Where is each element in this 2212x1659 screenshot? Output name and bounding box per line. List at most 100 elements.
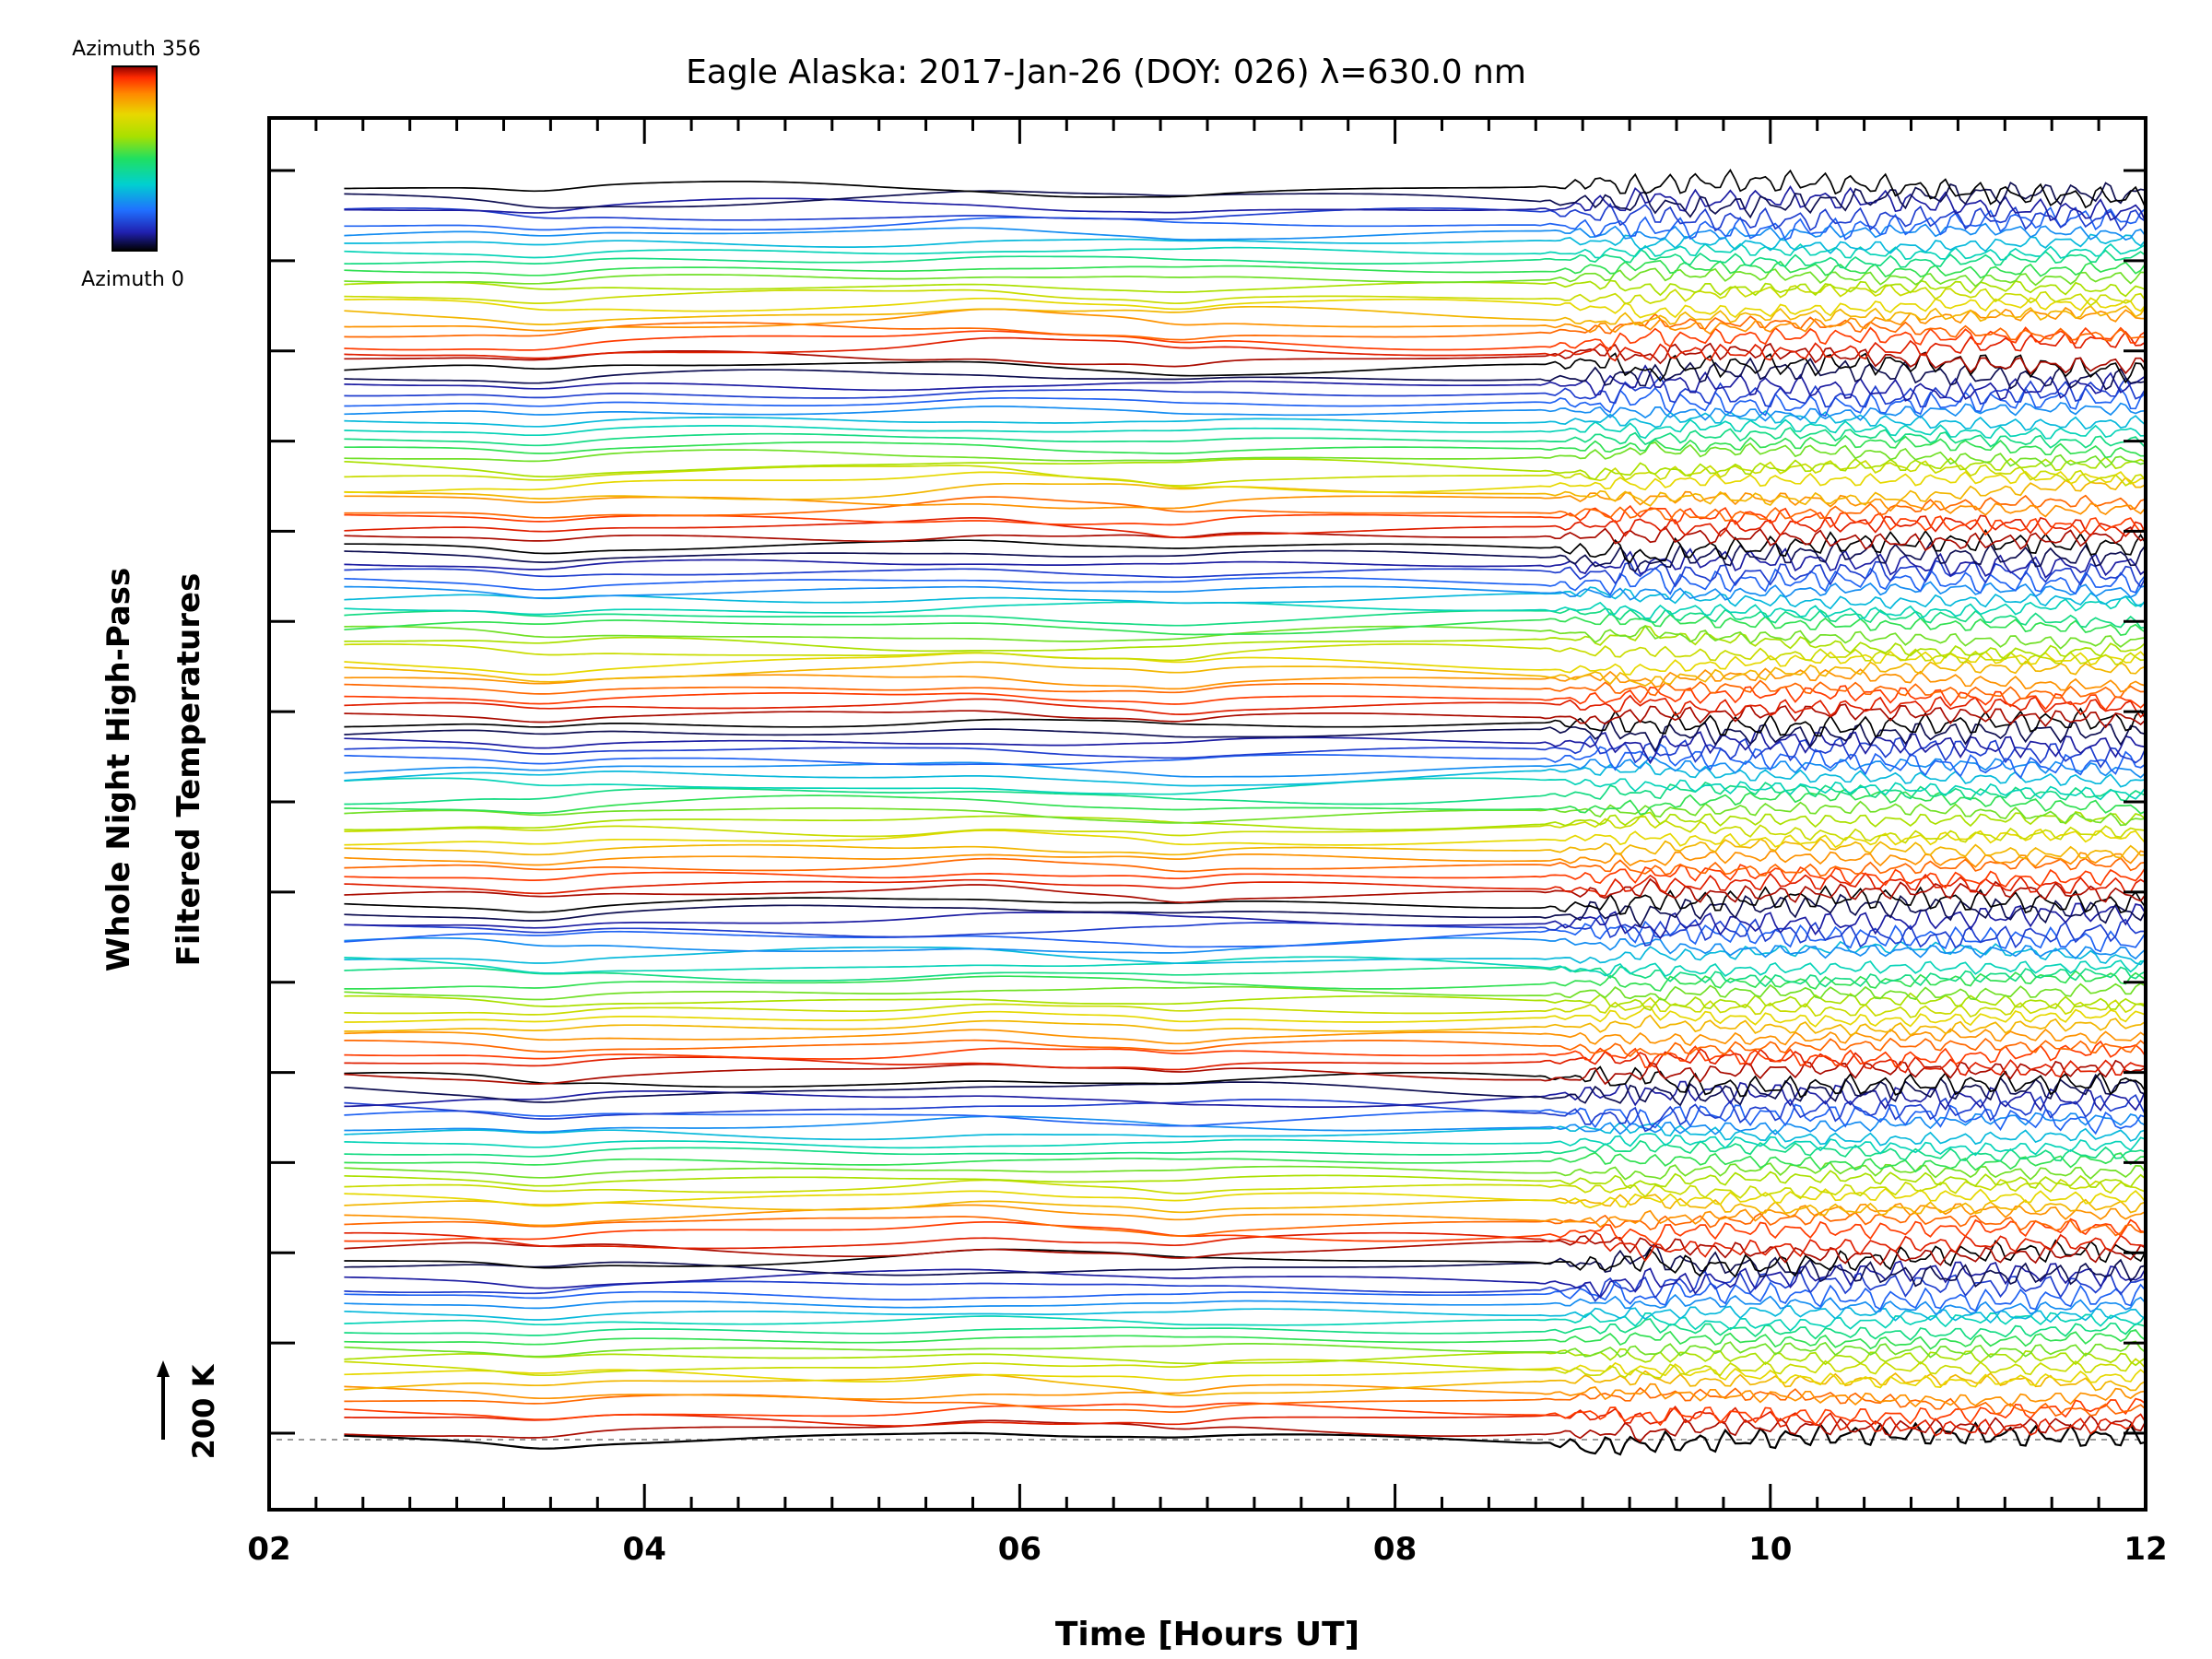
y-axis-label-line-1: Whole Night High-Pass: [100, 568, 137, 972]
azimuth-trace-line: [344, 312, 2146, 342]
azimuth-trace-line: [344, 267, 2147, 288]
azimuth-trace-line: [344, 902, 2147, 940]
azimuth-trace-line: [344, 409, 2147, 431]
azimuth-trace-line: [344, 707, 2147, 737]
azimuth-trace-line: [344, 1218, 2147, 1245]
azimuth-trace-line: [344, 760, 2147, 788]
azimuth-trace-line: [344, 1170, 2147, 1190]
colorbar-gradient: [112, 65, 158, 252]
azimuth-trace-line: [344, 828, 2147, 849]
azimuth-trace-line: [344, 1270, 2147, 1302]
azimuth-trace-line: [344, 850, 2147, 868]
azimuth-trace-line: [344, 1279, 2147, 1312]
azimuth-trace-line: [344, 1414, 2147, 1443]
scale-bar-arrowhead-icon: [157, 1360, 170, 1377]
azimuth-trace-line: [344, 418, 2147, 440]
azimuth-trace-line: [344, 242, 2147, 261]
azimuth-trace-line: [344, 643, 2147, 665]
azimuth-trace-line: [344, 1014, 2147, 1037]
azimuth-trace-line: [344, 777, 2147, 801]
azimuth-trace-line: [344, 305, 2147, 326]
azimuth-trace-line: [344, 1260, 2147, 1299]
y-axis-label-line-2: Filtered Temperatures: [171, 573, 207, 967]
azimuth-trace-line: [344, 936, 2147, 960]
azimuth-trace-line: [344, 1361, 2147, 1389]
azimuth-trace-line: [344, 956, 2147, 978]
azimuth-trace-line: [344, 625, 2147, 650]
azimuth-trace-line: [344, 1235, 2147, 1266]
azimuth-trace-line: [344, 1065, 2147, 1099]
azimuth-trace-line: [344, 1421, 2147, 1456]
azimuth-trace-line: [344, 184, 2147, 222]
plot-frame: [267, 116, 2147, 1512]
x-tick-label: 12: [2124, 1531, 2167, 1568]
azimuth-trace-line: [344, 248, 2147, 269]
azimuth-trace-line: [344, 434, 2146, 459]
azimuth-trace-line: [344, 342, 2147, 375]
azimuth-trace-line: [344, 1293, 2147, 1315]
azimuth-trace-line: [344, 202, 2147, 232]
azimuth-trace-line: [344, 729, 2147, 765]
azimuth-trace-line: [344, 914, 2146, 949]
azimuth-trace-line: [344, 1318, 2147, 1341]
azimuth-trace-line: [344, 1239, 2147, 1278]
scale-bar-label: 200 K: [186, 1363, 221, 1459]
azimuth-trace-line: [344, 1211, 2147, 1237]
azimuth-trace-line: [344, 694, 2147, 719]
azimuth-trace-line: [344, 169, 2147, 209]
azimuth-trace-line: [344, 1103, 2147, 1135]
temperature-scale-bar: 200 K: [157, 1360, 221, 1459]
azimuth-trace-line: [344, 650, 2147, 676]
azimuth-trace-line: [344, 1397, 2147, 1427]
azimuth-trace-line: [344, 756, 2147, 779]
azimuth-trace-line: [344, 455, 2147, 481]
azimuth-trace-line: [344, 364, 2147, 402]
azimuth-trace-line: [344, 1040, 2147, 1069]
azimuth-trace-line: [344, 679, 2147, 700]
azimuth-trace-line: [344, 1187, 2147, 1209]
azimuth-trace-line: [344, 181, 2147, 219]
azimuth-trace-line: [344, 460, 2147, 487]
azimuth-trace-line: [344, 838, 2147, 860]
azimuth-trace-line: [344, 375, 2147, 408]
azimuth-trace-line: [344, 1231, 2147, 1262]
azimuth-trace-line: [344, 1358, 2147, 1379]
azimuth-trace-line: [344, 1133, 2147, 1157]
azimuth-trace-line: [344, 893, 2147, 928]
azimuth-trace-line: [344, 441, 2147, 469]
azimuth-trace-line: [344, 816, 2147, 844]
azimuth-colorbar: Azimuth 356 Azimuth 0: [72, 38, 201, 291]
x-axis-label: Time [Hours UT]: [1055, 1616, 1359, 1653]
azimuth-trace-line: [344, 1340, 2147, 1359]
azimuth-trace-line: [344, 386, 2147, 418]
azimuth-trace-line: [344, 940, 2147, 966]
azimuth-trace-line: [344, 494, 2147, 522]
azimuth-trace-line: [344, 1080, 2147, 1112]
azimuth-trace-line: [344, 966, 2147, 988]
azimuth-trace-line: [344, 514, 2147, 539]
azimuth-trace-line: [344, 1059, 2147, 1086]
axis-ticks: [267, 118, 2147, 1510]
azimuth-trace-line: [344, 306, 2147, 335]
azimuth-trace-line: [344, 612, 2147, 637]
azimuth-trace-line: [344, 992, 2147, 1012]
azimuth-trace-line: [344, 885, 2147, 915]
azimuth-trace-line: [344, 279, 2147, 298]
azimuth-trace-line: [344, 222, 2147, 241]
azimuth-trace-line: [344, 718, 2147, 753]
azimuth-trace-line: [344, 735, 2147, 769]
azimuth-traces: [344, 169, 2147, 1456]
azimuth-trace-line: [344, 1161, 2147, 1181]
azimuth-trace-line: [344, 1386, 2147, 1418]
azimuth-trace-line: [344, 607, 2146, 629]
azimuth-trace-line: [344, 1139, 2147, 1162]
azimuth-trace-line: [344, 427, 2147, 449]
azimuth-trace-line: [344, 351, 2147, 384]
y-axis-label: Whole Night High-Pass Filtered Temperatu…: [100, 568, 207, 972]
azimuth-trace-line: [344, 1329, 2147, 1350]
azimuth-trace-line: [344, 297, 2147, 319]
azimuth-trace-line: [344, 330, 2147, 362]
azimuth-trace-line: [344, 1241, 2147, 1288]
azimuth-trace-line: [344, 864, 2147, 889]
